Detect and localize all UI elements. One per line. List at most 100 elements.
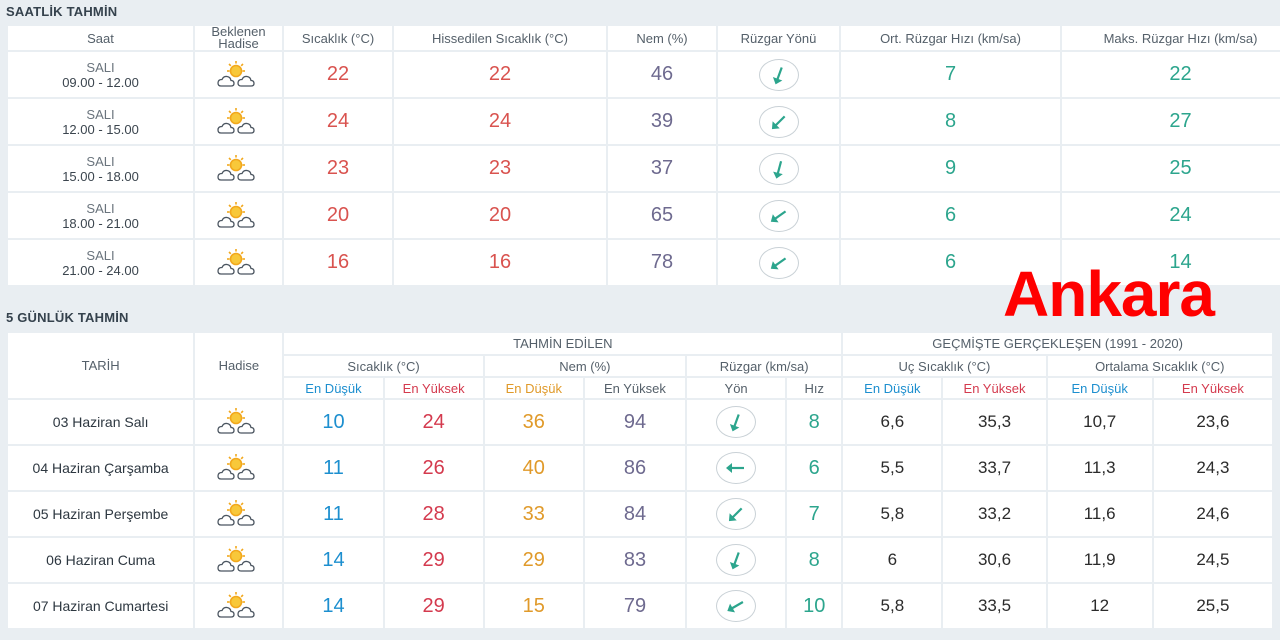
temp-high-header: En Yüksek [384,378,483,398]
date-cell: 07 Haziran Cumartesi [8,584,194,628]
time-cell: SALI 18.00 - 21.00 [8,193,193,238]
wind-direction-cell [687,584,786,628]
wind-speed-cell: 8 [787,538,842,582]
wind-max-cell: 27 [1062,99,1280,144]
wind-direction-icon [758,105,799,138]
feels-cell: 16 [394,240,606,285]
wind-direction-icon [758,152,799,185]
hourly-forecast-table: Saat Beklenen Hadise Sıcaklık (°C) Hissed… [6,24,1280,287]
partly-cloudy-icon [195,193,282,238]
col-wind-direction: Rüzgar Yönü [718,26,839,50]
humidity-low-cell: 15 [484,584,583,628]
extreme-low-cell: 6 [843,538,942,582]
extreme-high-cell: 33,5 [943,584,1046,628]
temp-low-cell: 14 [284,584,383,628]
col-date: TARİH [8,333,194,398]
wind-direction-cell [687,538,786,582]
partly-cloudy-icon [195,52,282,97]
table-row: SALI 18.00 - 21.00 20 20 65 6 24 [8,193,1280,238]
average-low-header: En Düşük [1047,378,1152,398]
humidity-high-header: En Yüksek [584,378,686,398]
partly-cloudy-icon [195,400,283,444]
date-cell: 05 Haziran Perşembe [8,492,194,536]
wind-direction-header: Yön [687,378,786,398]
temp-cell: 23 [284,146,392,191]
date-cell: 06 Haziran Cuma [8,538,194,582]
temp-low-cell: 10 [284,400,383,444]
average-high-cell: 24,6 [1153,492,1272,536]
extreme-low-cell: 5,8 [843,492,942,536]
extreme-high-cell: 33,2 [943,492,1046,536]
table-row: 04 Haziran Çarşamba 11 26 40 86 6 5,5 33,7 11,3 2… [8,446,1272,490]
humidity-cell: 46 [608,52,716,97]
wind-speed-cell: 7 [787,492,842,536]
partly-cloudy-icon [195,538,283,582]
temp-group-header: Sıcaklık (°C) [284,356,483,376]
col-feels: Hissedilen Sıcaklık (°C) [394,26,606,50]
wind-direction-cell [687,446,786,490]
partly-cloudy-icon [195,99,282,144]
daily-forecast-table: TARİH Hadise TAHMİN EDİLEN GEÇMİŞTE GERÇ… [6,331,1274,630]
extreme-low-cell: 5,8 [843,584,942,628]
extreme-low-cell: 5,5 [843,446,942,490]
col-humidity: Nem (%) [608,26,716,50]
humidity-low-cell: 36 [484,400,583,444]
date-cell: 03 Haziran Salı [8,400,194,444]
table-row: SALI 15.00 - 18.00 23 23 37 9 25 [8,146,1280,191]
temp-cell: 20 [284,193,392,238]
time-cell: SALI 12.00 - 15.00 [8,99,193,144]
temp-cell: 16 [284,240,392,285]
humidity-cell: 65 [608,193,716,238]
wind-direction-cell [718,240,839,285]
wind-direction-icon [716,498,757,530]
hourly-section-title: SAATLİK TAHMİN [6,4,118,19]
partly-cloudy-icon [195,146,282,191]
partly-cloudy-icon [195,492,283,536]
average-low-cell: 11,3 [1047,446,1152,490]
humidity-cell: 78 [608,240,716,285]
wind-speed-header: Hız [787,378,842,398]
date-cell: 04 Haziran Çarşamba [8,446,194,490]
col-temp: Sıcaklık (°C) [284,26,392,50]
temp-cell: 22 [284,52,392,97]
wind-direction-icon [716,544,757,576]
city-overlay-title: Ankara [1003,258,1215,330]
wind-direction-cell [718,99,839,144]
partly-cloudy-icon [195,240,282,285]
humidity-high-cell: 79 [584,584,686,628]
temp-low-cell: 14 [284,538,383,582]
feels-cell: 22 [394,52,606,97]
wind-max-cell: 24 [1062,193,1280,238]
humidity-low-cell: 40 [484,446,583,490]
extreme-high-cell: 30,6 [943,538,1046,582]
temp-high-cell: 24 [384,400,483,444]
extreme-low-header: En Düşük [843,378,942,398]
humidity-high-cell: 94 [584,400,686,444]
temp-low-cell: 11 [284,446,383,490]
average-high-cell: 25,5 [1153,584,1272,628]
col-time: Saat [8,26,193,50]
wind-direction-icon [758,199,799,232]
wind-max-cell: 14 [1062,240,1280,285]
average-high-header: En Yüksek [1153,378,1272,398]
table-row: 03 Haziran Salı 10 24 36 94 8 6,6 35,3 10,7 23,6 [8,400,1272,444]
col-event: Beklenen Hadise [195,26,282,50]
wind-avg-cell: 6 [841,193,1060,238]
average-temp-group-header: Ortalama Sıcaklık (°C) [1047,356,1272,376]
wind-speed-cell: 10 [787,584,842,628]
humidity-group-header: Nem (%) [484,356,686,376]
wind-avg-cell: 8 [841,99,1060,144]
past-group-header: GEÇMİŞTE GERÇEKLEŞEN (1991 - 2020) [843,333,1272,354]
humidity-low-cell: 33 [484,492,583,536]
humidity-high-cell: 84 [584,492,686,536]
feels-cell: 20 [394,193,606,238]
wind-avg-cell: 9 [841,146,1060,191]
extreme-high-cell: 33,7 [943,446,1046,490]
humidity-high-cell: 83 [584,538,686,582]
average-high-cell: 24,5 [1153,538,1272,582]
average-high-cell: 24,3 [1153,446,1272,490]
wind-direction-cell [687,492,786,536]
table-row: SALI 12.00 - 15.00 24 24 39 8 27 [8,99,1280,144]
daily-section-title: 5 GÜNLÜK TAHMİN [6,310,129,325]
wind-group-header: Rüzgar (km/sa) [687,356,842,376]
